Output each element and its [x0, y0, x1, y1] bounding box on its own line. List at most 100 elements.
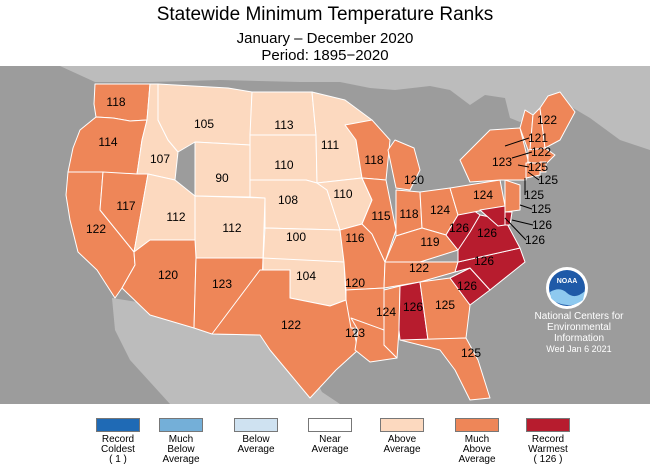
legend-label: Near [319, 434, 341, 445]
rank-label-ne: 108 [278, 193, 298, 207]
rank-label-id: 107 [150, 152, 170, 166]
leader-line-md [504, 217, 527, 241]
state-me [539, 91, 576, 149]
legend-above: Above Average [362, 418, 442, 455]
rank-label-ms: 124 [376, 305, 396, 319]
rank-label-ny: 123 [492, 155, 512, 169]
legend-label: Warmest [528, 444, 568, 455]
rank-label-az: 120 [158, 268, 178, 282]
legend-swatch [526, 418, 570, 432]
rank-label-ma: 125 [528, 160, 548, 174]
rank-label-or: 114 [98, 135, 117, 149]
rank-label-md: 126 [525, 233, 545, 247]
legend-swatch [96, 418, 140, 432]
noaa-logo-text: NOAA [557, 278, 578, 285]
legend-record-coldest: Record Coldest ( 1 ) [78, 418, 158, 465]
rank-label-mt: 105 [194, 117, 214, 131]
rank-label-nd: 113 [274, 118, 293, 132]
rank-label-il: 115 [371, 209, 390, 223]
rank-label-la: 123 [345, 326, 365, 340]
state-nj [504, 179, 521, 213]
legend-record-warmest: Record Warmest ( 126 ) [508, 418, 588, 465]
leader-line-nh [511, 151, 533, 159]
rank-label-va: 126 [477, 226, 497, 240]
rank-label-ky: 119 [420, 235, 439, 249]
legend-label: Average [237, 444, 275, 455]
state-fl [399, 337, 491, 401]
legend-label: Above [462, 444, 492, 455]
legend-label: Average [162, 454, 200, 465]
map-title: Statewide Minimum Temperature Ranks [156, 4, 494, 25]
state-md [479, 205, 506, 227]
mexico-land [112, 298, 340, 404]
rank-label-in: 118 [399, 207, 418, 221]
state-ga [419, 277, 471, 341]
legend-label: Below [242, 434, 270, 445]
rank-label-wy: 90 [215, 171, 229, 185]
legend-near: Near Average [290, 418, 370, 455]
state-wy [194, 141, 251, 198]
rank-label-wi: 118 [364, 153, 383, 167]
rank-label-nv: 117 [116, 199, 135, 213]
rank-label-ia: 110 [333, 187, 352, 201]
legend-swatch [159, 418, 203, 432]
legend-below: Below Average [216, 418, 296, 455]
state-ms [383, 285, 401, 359]
lake-huron [421, 146, 439, 174]
leader-line-vt [504, 137, 530, 147]
rank-label-de: 126 [532, 218, 552, 232]
state-ma [527, 147, 556, 166]
rank-label-mo: 116 [345, 231, 364, 245]
state-mi [387, 139, 421, 191]
rank-label-mi: 120 [404, 173, 424, 187]
legend-label: Average [458, 454, 496, 465]
legend-label: Record [101, 434, 135, 445]
legend-swatch [455, 418, 499, 432]
leader-line-nj [519, 204, 533, 210]
noaa-line-1: National Centers for [534, 311, 624, 322]
legend-label: Below [167, 444, 195, 455]
rank-label-nh: 122 [531, 145, 551, 159]
rank-label-ri: 125 [538, 173, 558, 187]
leader-line-de [511, 219, 534, 226]
legend-label: Coldest [101, 444, 135, 455]
rank-label-ks: 100 [286, 230, 306, 244]
leader-line-ma [517, 164, 530, 168]
noaa-logo: NOAA [546, 267, 588, 309]
rank-label-wa: 118 [106, 95, 125, 109]
rank-label-me: 122 [537, 113, 557, 127]
rank-label-ok: 104 [296, 269, 316, 283]
state-il [361, 177, 397, 263]
rank-label-tn: 122 [409, 261, 429, 275]
rank-label-fl: 125 [461, 346, 481, 360]
legend-swatch [234, 418, 278, 432]
noaa-date: Wed Jan 6 2021 [546, 344, 612, 354]
rank-label-ut: 112 [166, 210, 185, 224]
canada-land [0, 66, 650, 150]
us-map: 118 114 122 117 107 105 90 112 112 120 123 113 110 10… [0, 66, 650, 404]
title-block: Statewide Minimum Temperature Ranks Janu… [0, 0, 650, 66]
rank-label-vt: 121 [528, 131, 548, 145]
noaa-line-3: Information [553, 333, 605, 344]
rank-label-sd: 110 [274, 158, 293, 172]
legend-label: ( 126 ) [533, 454, 563, 465]
rank-label-sc: 126 [457, 279, 477, 293]
legend-label: Average [383, 444, 421, 455]
rank-label-al: 126 [403, 300, 423, 314]
legend-swatch [380, 418, 424, 432]
legend: Record Coldest ( 1 ) Much Below Average … [0, 418, 650, 475]
legend-label: ( 1 ) [109, 454, 127, 465]
state-az [121, 239, 197, 329]
legend-much-below: Much Below Average [141, 418, 221, 465]
rank-label-tx: 122 [281, 318, 301, 332]
legend-much-above: Much Above Average [437, 418, 517, 465]
state-ct [525, 162, 541, 179]
rank-label-nc: 126 [474, 254, 494, 268]
map-subtitle: January – December 2020 [236, 30, 414, 47]
legend-label: Average [311, 444, 349, 455]
rank-label-nm: 123 [212, 277, 232, 291]
legend-label: Above [387, 434, 417, 445]
rank-label-ca: 122 [86, 222, 106, 236]
rank-label-mn: 111 [321, 138, 340, 152]
rank-label-ga: 125 [435, 298, 455, 312]
